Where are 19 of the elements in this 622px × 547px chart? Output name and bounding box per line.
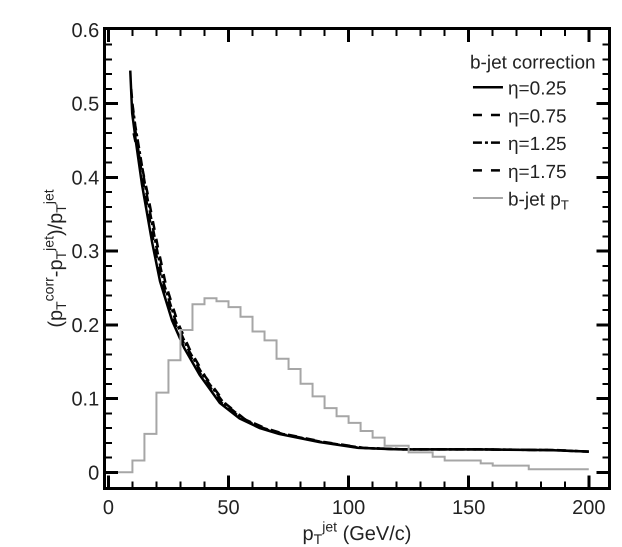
x-tick-label: 50: [217, 496, 240, 519]
y-tick-label: 0.2: [71, 314, 100, 337]
x-tick-label: 200: [572, 496, 606, 519]
y-tick-label: 0.6: [71, 20, 100, 42]
legend-label: η=0.75: [508, 106, 567, 128]
x-tick-label: 0: [102, 496, 114, 519]
legend-title: b-jet correction: [470, 52, 596, 74]
legend-label: b-jet p$_{T}$: [508, 189, 569, 212]
y-tick-label: 0.5: [71, 94, 100, 116]
x-tick-label: 100: [332, 496, 366, 519]
legend-label: η=0.25: [508, 78, 567, 100]
legend-label: η=1.75: [508, 162, 567, 183]
y-tick-label: 0.3: [71, 241, 100, 264]
y-tick-label: 0.1: [71, 388, 100, 411]
x-tick-label: 150: [452, 496, 486, 519]
y-tick-label: 0.4: [71, 167, 100, 190]
x-axis-title: p$_{T}$$^{jet}$ (GeV/c): [302, 518, 412, 547]
legend-label: η=1.25: [508, 134, 567, 156]
y-tick-label: 0: [88, 462, 100, 484]
